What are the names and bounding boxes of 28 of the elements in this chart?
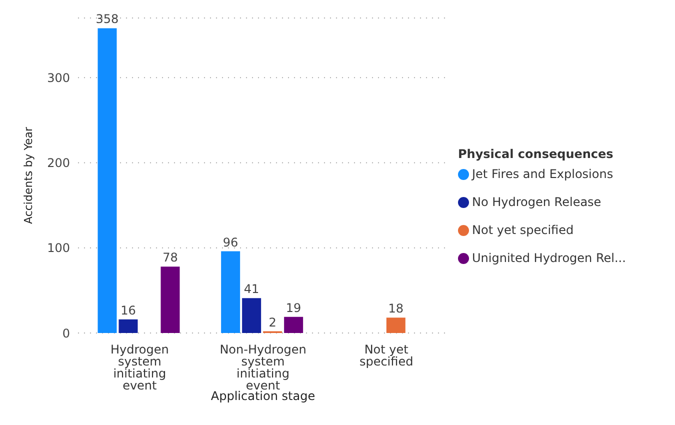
legend-label: No Hydrogen Release	[472, 195, 602, 209]
legend-title: Physical consequences	[458, 147, 614, 161]
bar	[98, 28, 117, 333]
data-label: 78	[162, 250, 178, 265]
bar	[284, 316, 304, 333]
bar	[118, 319, 138, 333]
x-tick-label: Hydrogen system initiating event	[110, 342, 169, 393]
data-label: 2	[268, 315, 276, 330]
bar	[160, 266, 180, 333]
y-tick-label: 300	[47, 70, 70, 85]
y-axis-title: Accidents by Year	[22, 126, 35, 224]
legend-label: Jet Fires and Explosions	[472, 167, 614, 181]
x-tick-label: Not yet specified	[359, 342, 414, 369]
data-label: 96	[222, 235, 238, 250]
bar	[242, 298, 262, 333]
y-tick-label: 100	[47, 241, 70, 256]
legend-label: Not yet specified	[472, 223, 574, 237]
data-label: 358	[96, 12, 119, 26]
y-tick-label: 0	[62, 326, 70, 340]
data-label: 19	[286, 300, 302, 315]
bar	[221, 251, 240, 333]
x-axis-title: Application stage	[210, 389, 316, 403]
data-label: 41	[244, 282, 260, 296]
data-label: 16	[120, 303, 136, 318]
data-label: 18	[388, 302, 404, 316]
bar	[386, 318, 406, 333]
legend-label: Unignited Hydrogen Rel...	[472, 251, 626, 265]
y-tick-label: 200	[47, 156, 70, 170]
